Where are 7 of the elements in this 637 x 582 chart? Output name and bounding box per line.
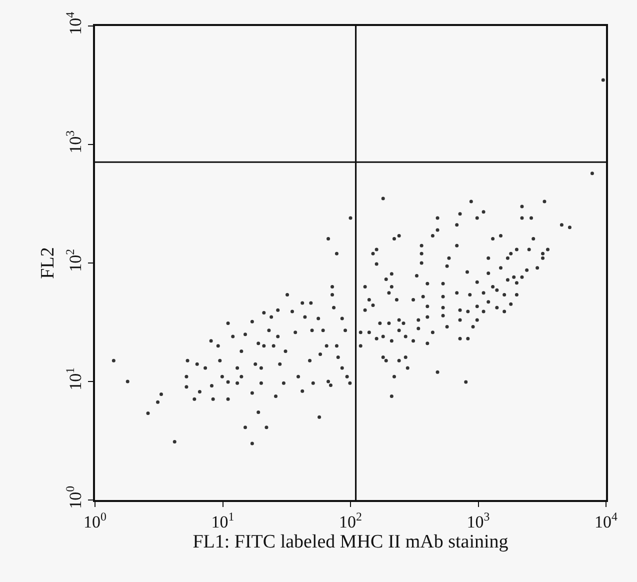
x-tick-label: 10$^{0}$ [84,509,107,532]
x-tick-label: 10$^{4}$ [594,509,618,532]
x-tick-label: 10$^{2}$ [339,509,362,532]
y-axis-title: FL2 [37,247,58,279]
x-tick-label: 10$^{1}$ [211,509,234,532]
x-axis-title: FL1: FITC labeled MHC II mAb staining [192,532,509,553]
x-tick-label: 10$^{3}$ [466,509,490,532]
